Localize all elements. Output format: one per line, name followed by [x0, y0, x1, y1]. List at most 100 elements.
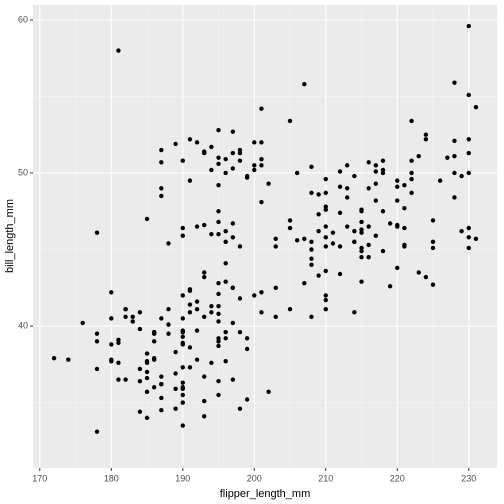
point — [423, 274, 429, 280]
point — [409, 158, 414, 163]
point — [287, 118, 293, 124]
point — [144, 375, 150, 381]
point — [202, 314, 207, 320]
point — [187, 137, 193, 142]
point — [252, 163, 257, 168]
point — [216, 319, 221, 324]
point — [159, 147, 164, 153]
point — [466, 137, 471, 142]
point — [180, 334, 185, 339]
point — [323, 190, 328, 196]
point — [352, 239, 357, 245]
panel — [33, 5, 497, 468]
point — [402, 183, 407, 188]
point — [323, 297, 328, 303]
point — [452, 170, 457, 176]
point — [209, 167, 214, 173]
point — [123, 307, 128, 312]
point — [287, 225, 293, 231]
point — [180, 225, 185, 231]
point — [159, 186, 164, 191]
point — [359, 230, 364, 235]
point — [223, 359, 228, 364]
point — [202, 414, 207, 419]
point — [337, 169, 343, 174]
point — [337, 184, 343, 189]
point — [252, 140, 257, 145]
point — [409, 170, 414, 176]
point — [216, 303, 221, 309]
point — [466, 92, 471, 98]
point — [252, 293, 257, 298]
point — [352, 310, 357, 315]
point — [180, 392, 185, 398]
point — [94, 331, 100, 336]
point — [380, 167, 386, 173]
x-tick-label: 220 — [390, 473, 405, 483]
point — [359, 248, 364, 254]
point — [452, 138, 457, 144]
point — [144, 415, 150, 421]
point — [223, 239, 228, 245]
point — [187, 345, 193, 350]
point — [230, 221, 236, 226]
point — [151, 339, 157, 344]
point — [180, 293, 185, 298]
point — [366, 186, 371, 191]
point — [366, 254, 371, 260]
point — [266, 389, 271, 395]
point — [244, 173, 250, 179]
point — [373, 233, 379, 238]
point — [166, 307, 171, 312]
point — [380, 158, 386, 163]
point — [209, 360, 214, 365]
point — [459, 173, 464, 179]
point — [223, 261, 228, 266]
point — [273, 244, 278, 249]
point — [466, 235, 471, 240]
point — [109, 290, 114, 295]
point — [366, 242, 371, 248]
point — [302, 82, 307, 87]
point — [223, 228, 228, 234]
point — [216, 339, 221, 344]
point — [159, 316, 164, 321]
point — [387, 221, 393, 226]
point — [123, 377, 128, 382]
point — [194, 224, 200, 229]
point — [223, 157, 228, 162]
point — [380, 248, 386, 254]
point — [323, 176, 328, 182]
point — [345, 163, 350, 168]
point — [266, 181, 271, 186]
x-tick-label: 170 — [32, 473, 47, 483]
point — [430, 282, 436, 287]
point — [109, 342, 114, 347]
x-tick-label: 210 — [318, 473, 333, 483]
point — [466, 245, 471, 251]
point — [337, 271, 343, 277]
point — [144, 369, 150, 375]
point — [151, 385, 157, 390]
point — [209, 232, 214, 237]
point — [116, 48, 121, 53]
point — [94, 230, 100, 235]
point — [430, 245, 436, 251]
point — [352, 173, 357, 179]
point — [144, 389, 150, 395]
point — [466, 23, 471, 29]
point — [409, 176, 414, 182]
point — [323, 268, 328, 274]
point — [430, 239, 436, 245]
point — [80, 320, 85, 326]
point — [309, 314, 314, 320]
point — [259, 163, 264, 168]
x-tick-label: 190 — [175, 473, 190, 483]
point — [194, 328, 200, 333]
point — [259, 106, 264, 111]
point — [180, 328, 185, 333]
point — [137, 310, 143, 315]
point — [323, 293, 328, 298]
point — [459, 228, 464, 234]
point — [366, 224, 371, 229]
